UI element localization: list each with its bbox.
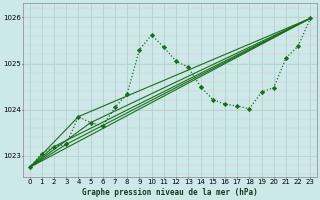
X-axis label: Graphe pression niveau de la mer (hPa): Graphe pression niveau de la mer (hPa) <box>82 188 258 197</box>
